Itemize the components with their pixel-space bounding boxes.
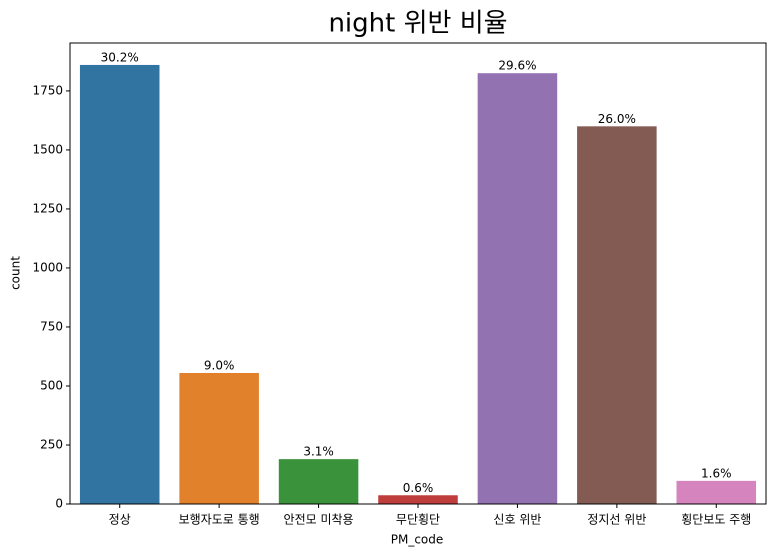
x-tick-label: 보행자도로 통행 xyxy=(179,512,260,527)
bar xyxy=(179,372,259,504)
bar xyxy=(577,126,657,504)
bar-label: 30.2% xyxy=(101,50,139,64)
bar xyxy=(79,64,160,504)
x-tick-label: 횡단보도 주행 xyxy=(681,512,751,527)
bar-label: 3.1% xyxy=(303,445,334,459)
y-axis-label: count xyxy=(9,256,23,290)
y-tick-label: 0 xyxy=(55,497,63,511)
plot-frame xyxy=(69,42,767,505)
y-tick-label: 1250 xyxy=(32,201,63,215)
chart-title: night 위반 비율 xyxy=(328,9,507,39)
bar-label: 26.0% xyxy=(598,112,636,126)
bar-label: 29.6% xyxy=(498,59,536,73)
bar-label: 0.6% xyxy=(403,481,434,495)
y-tick-label: 1500 xyxy=(32,142,63,156)
x-tick-label: 신호 위반 xyxy=(493,513,541,527)
bar xyxy=(676,480,757,504)
x-tick-label: 정상 xyxy=(109,513,131,527)
y-tick-label: 250 xyxy=(40,437,63,451)
y-tick-label: 1750 xyxy=(32,83,63,97)
x-tick-label: 무단횡단 xyxy=(396,513,440,527)
bar xyxy=(378,495,458,504)
x-tick-label: 안전모 미착용 xyxy=(284,513,354,527)
bar xyxy=(477,73,558,505)
bar xyxy=(278,459,359,504)
y-tick-label: 1000 xyxy=(32,260,63,274)
x-axis-label: PM_code xyxy=(391,533,444,547)
y-tick-label: 500 xyxy=(40,378,63,392)
x-tick-label: 정지선 위반 xyxy=(587,513,646,527)
y-tick-label: 750 xyxy=(40,319,63,333)
bar-label: 1.6% xyxy=(701,466,732,480)
bar-label: 9.0% xyxy=(204,358,235,372)
